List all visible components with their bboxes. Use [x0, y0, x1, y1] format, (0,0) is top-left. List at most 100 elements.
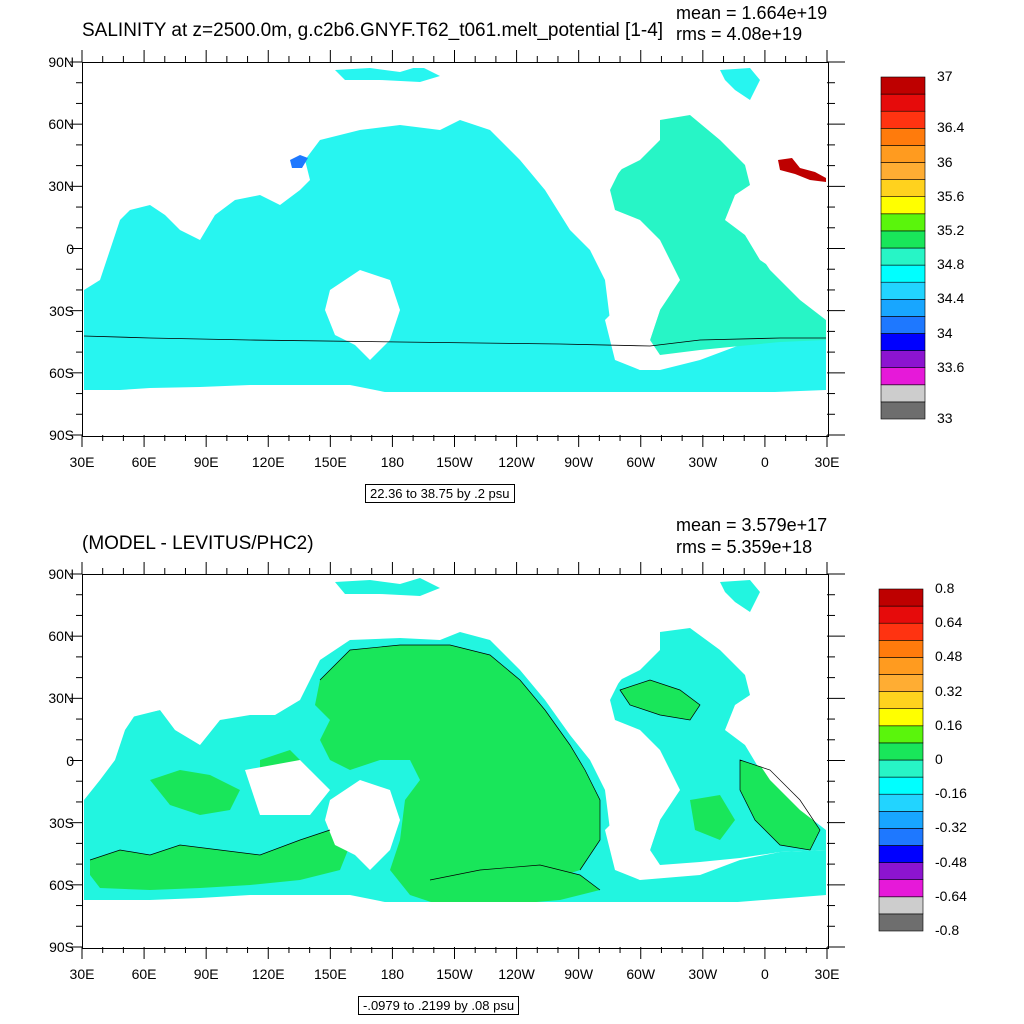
top-colorbar-label: 34 [937, 324, 953, 341]
bottom-x-tick-label: 90W [564, 966, 594, 982]
bottom-colorbar-swatch [878, 657, 924, 675]
bottom-colorbar-swatch [878, 691, 924, 709]
top-plot-frame [82, 62, 829, 437]
top-y-tick-label: 60S [49, 364, 74, 381]
top-colorbar-swatch [880, 247, 926, 266]
bottom-y-tick-label: 0 [66, 752, 74, 769]
bottom-colorbar-swatch [878, 639, 924, 658]
bottom-x-tick-label: 150W [436, 966, 473, 982]
top-x-tick-label: 90W [564, 454, 594, 470]
bottom-colorbar-swatch [878, 896, 924, 915]
top-colorbar-swatch [880, 230, 926, 249]
top-colorbar-swatch [880, 179, 926, 198]
bottom-colorbar-label: 0.64 [935, 614, 963, 631]
top-x-tick-label: 150W [436, 454, 473, 470]
top-colorbar-swatch [880, 401, 926, 420]
bottom-colorbar-swatch [878, 742, 924, 761]
bottom-colorbar-swatch [878, 793, 924, 812]
top-y-tick-label: 0 [66, 240, 74, 257]
bottom-colorbar-swatch [878, 879, 924, 898]
top-colorbar-swatch [880, 128, 926, 146]
top-colorbar-label: 36 [937, 153, 953, 170]
bottom-x-tick-label: 0 [761, 966, 769, 982]
bottom-colorbar-label: 0.48 [935, 648, 963, 665]
bottom-colorbar-swatch [878, 862, 924, 880]
top-colorbar-swatch [880, 367, 926, 386]
top-colorbar-swatch [880, 264, 926, 283]
bottom-colorbar-swatch [878, 588, 924, 607]
top-colorbar-swatch [880, 281, 926, 300]
bottom-y-tick-label: 90N [48, 566, 74, 582]
bottom-colorbar-swatch [878, 708, 924, 727]
bottom-colorbar-swatch [878, 913, 924, 932]
top-x-tick-label: 0 [761, 454, 769, 470]
top-x-tick-label: 30E [69, 454, 95, 470]
bottom-colorbar-swatch [878, 828, 924, 846]
bottom-colorbar-swatch [878, 845, 924, 863]
bottom-x-tick-label: 60E [131, 966, 157, 982]
bottom-x-tick-label: 30E [69, 966, 95, 982]
top-y-tick-label: 60N [48, 116, 74, 133]
top-colorbar-swatch [880, 298, 926, 317]
top-y-tick-label: 90N [48, 54, 74, 70]
top-title: SALINITY at z=2500.0m, g.c2b6.GNYF.T62_t… [82, 20, 664, 41]
bottom-y-tick-label: 60N [48, 628, 74, 645]
top-y-tick-label: 30S [49, 302, 74, 319]
top-colorbar-label: 35.2 [937, 221, 965, 238]
bottom-colorbar-label: -0.64 [935, 887, 967, 904]
bottom-colorbar-swatch [878, 725, 924, 744]
top-colorbar-swatch [880, 110, 926, 129]
bottom-colorbar-label: -0.32 [935, 819, 967, 836]
top-colorbar-label: 34.8 [937, 256, 965, 273]
bottom-colorbar-swatch [878, 759, 924, 778]
top-x-tick-label: 60W [626, 454, 656, 470]
top-x-tick-label: 90E [193, 454, 219, 470]
bottom-x-tick-label: 120E [251, 966, 285, 982]
bottom-x-tick-label: 150E [313, 966, 347, 982]
bottom-title: (MODEL - LEVITUS/PHC2) [82, 533, 314, 554]
bottom-colorbar-label: -0.8 [935, 922, 960, 938]
top-range-label: 22.36 to 38.75 by .2 psu [365, 484, 515, 503]
top-colorbar-label: 33.6 [937, 358, 965, 375]
top-x-tick-label: 120W [498, 454, 535, 470]
top-x-tick-label: 30E [814, 454, 840, 470]
bottom-colorbar-swatch [878, 776, 924, 795]
bottom-colorbar-label: -0.16 [935, 785, 967, 802]
bottom-y-tick-label: 90S [49, 939, 74, 955]
top-x-tick-label: 180 [380, 454, 405, 470]
top-colorbar-swatch [880, 76, 926, 95]
top-colorbar-swatch [880, 93, 926, 112]
top-colorbar-label: 36.4 [937, 119, 965, 136]
bottom-x-tick-label: 30E [814, 966, 840, 982]
top-colorbar-swatch [880, 384, 926, 403]
top-colorbar-swatch [880, 350, 926, 369]
bottom-rms: rms = 5.359e+18 [676, 537, 813, 557]
bottom-colorbar-swatch [878, 605, 924, 624]
bottom-x-tick-label: 90E [193, 966, 219, 982]
bottom-x-tick-label: 30W [688, 966, 718, 982]
top-x-tick-label: 30W [688, 454, 718, 470]
top-colorbar-label: 35.6 [937, 187, 965, 204]
top-colorbar-swatch [880, 196, 926, 215]
bottom-colorbar-label: 0.32 [935, 682, 963, 699]
top-colorbar-swatch [880, 213, 926, 232]
bottom-colorbar-swatch [878, 622, 924, 641]
top-colorbar-swatch [880, 145, 926, 163]
top-colorbar-swatch [880, 316, 926, 334]
bottom-y-tick-label: 30N [48, 690, 74, 707]
bottom-colorbar-swatch [878, 810, 924, 829]
top-x-tick-label: 60E [131, 454, 157, 470]
top-y-tick-label: 90S [49, 427, 74, 443]
bottom-y-tick-label: 60S [49, 876, 74, 893]
top-x-tick-label: 120E [251, 454, 285, 470]
bottom-x-tick-label: 180 [380, 966, 405, 982]
bottom-plot-frame [82, 574, 829, 949]
bottom-colorbar-label: -0.48 [935, 853, 967, 870]
bottom-x-tick-label: 60W [626, 966, 656, 982]
bottom-colorbar-label: 0.16 [935, 716, 963, 733]
top-mean: mean = 1.664e+19 [676, 3, 828, 23]
bottom-colorbar-label: 0 [935, 751, 943, 767]
top-colorbar-swatch [880, 333, 926, 351]
top-colorbar-label: 34.4 [937, 290, 965, 307]
top-y-tick-label: 30N [48, 178, 74, 195]
